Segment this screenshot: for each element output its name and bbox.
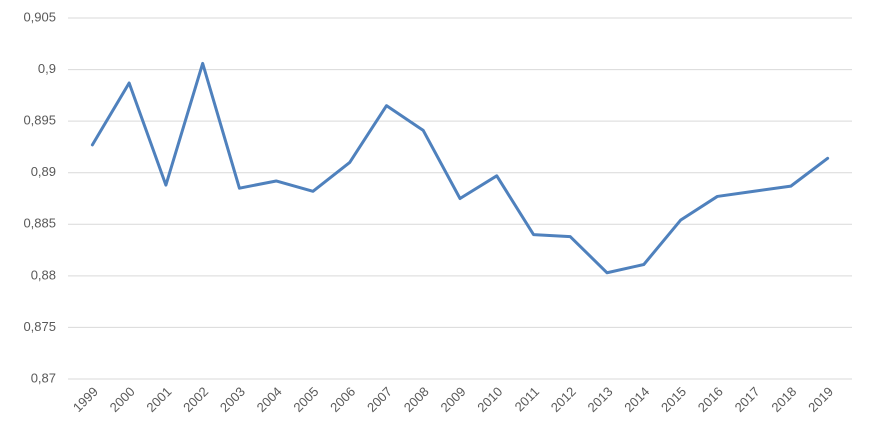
x-tick-label: 2012 — [548, 384, 579, 415]
y-tick-label: 0,895 — [23, 113, 56, 128]
y-tick-label: 0,88 — [31, 267, 56, 282]
x-tick-label: 1999 — [70, 384, 101, 415]
y-tick-label: 0,875 — [23, 319, 56, 334]
data-line — [90, 61, 830, 275]
x-tick-label: 2005 — [290, 384, 321, 415]
x-tick-label: 2013 — [585, 384, 616, 415]
x-tick-label: 2010 — [474, 384, 505, 415]
x-tick-label: 2004 — [254, 384, 285, 415]
x-tick-label: 2015 — [658, 384, 689, 415]
x-tick-label: 2014 — [621, 384, 652, 415]
x-tick-label: 2018 — [768, 384, 799, 415]
x-tick-label: 2017 — [732, 384, 763, 415]
x-tick-label: 2000 — [107, 384, 138, 415]
x-tick-label: 2016 — [695, 384, 726, 415]
x-tick-label: 2003 — [217, 384, 248, 415]
x-tick-label: 2001 — [143, 384, 174, 415]
y-tick-label: 0,885 — [23, 216, 56, 231]
y-tick-label: 0,89 — [31, 164, 56, 179]
x-tick-label: 2007 — [364, 384, 395, 415]
y-tick-label: 0,905 — [23, 9, 56, 24]
y-tick-label: 0,87 — [31, 370, 56, 385]
y-tick-label: 0,9 — [38, 61, 56, 76]
x-tick-label: 2019 — [805, 384, 836, 415]
x-tick-label: 2002 — [180, 384, 211, 415]
x-tick-label: 2009 — [437, 384, 468, 415]
x-tick-label: 2011 — [512, 384, 542, 414]
x-tick-label: 2008 — [401, 384, 432, 415]
x-tick-label: 2006 — [327, 384, 358, 415]
